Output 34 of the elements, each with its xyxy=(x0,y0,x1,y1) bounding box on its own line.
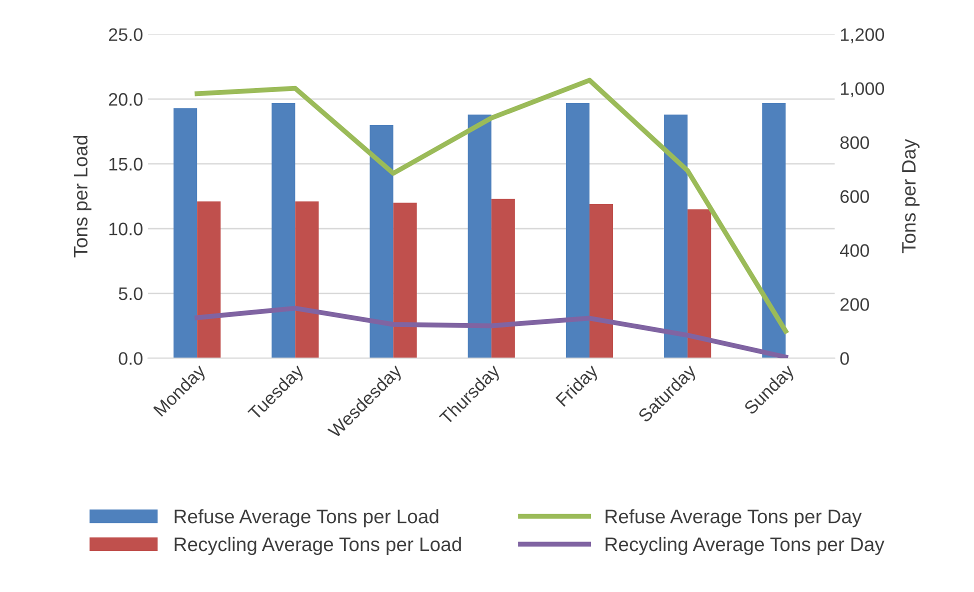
bar xyxy=(762,102,786,358)
y-tick-label: 20.0 xyxy=(108,93,142,106)
y2-tick-label: 200 xyxy=(840,298,869,311)
bar xyxy=(393,202,417,358)
line-series xyxy=(194,78,788,334)
bar xyxy=(272,102,296,358)
bar xyxy=(589,204,614,358)
bar xyxy=(664,114,688,358)
y2-tick-label: 1,200 xyxy=(840,28,884,44)
legend-label: Refuse Average Tons per Day xyxy=(606,509,862,528)
bar xyxy=(174,108,198,358)
y2-tick-label: 400 xyxy=(840,244,869,257)
y-tick-label: 15.0 xyxy=(109,158,142,171)
y-tick-label: 25.0 xyxy=(108,28,142,42)
legend-label: Refuse Average Tons per Load xyxy=(174,509,438,528)
bar xyxy=(295,201,319,358)
y2-axis-title: Tons per Day xyxy=(902,139,920,254)
y2-tick-label: 800 xyxy=(840,136,869,149)
bar xyxy=(370,125,394,358)
y-tick-label: 5.0 xyxy=(118,287,142,300)
legend-label: Recycling Average Tons per Load xyxy=(174,536,461,556)
legend-label: Recycling Average Tons per Day xyxy=(606,536,884,556)
bar xyxy=(468,114,492,358)
line-series xyxy=(194,306,788,358)
y-tick-label: 10.0 xyxy=(109,222,142,236)
y2-tick-label: 0 xyxy=(840,352,849,365)
bar xyxy=(688,209,712,358)
y2-tick-label: 600 xyxy=(840,190,869,203)
y2-tick-label: 1,000 xyxy=(840,82,884,98)
bar xyxy=(566,102,590,358)
y-axis-title: Tons per Load xyxy=(73,136,92,258)
bar xyxy=(491,198,515,358)
bar xyxy=(197,201,221,358)
y-tick-label: 0.0 xyxy=(118,352,142,365)
